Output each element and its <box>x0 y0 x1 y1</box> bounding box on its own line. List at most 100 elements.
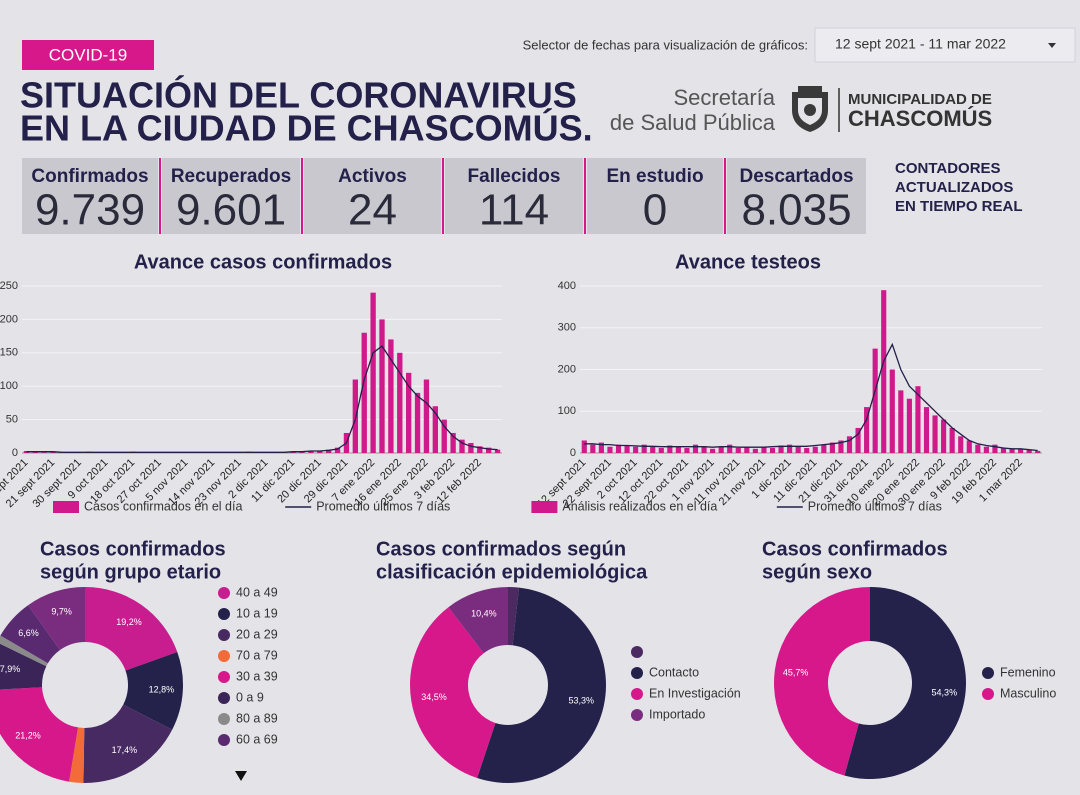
bar <box>838 440 844 453</box>
bar <box>966 440 972 453</box>
counter-divider <box>301 158 303 234</box>
page-title: SITUACIÓN DEL CORONAVIRUS <box>20 74 577 116</box>
secretaria: Secretaría <box>674 85 776 110</box>
y-tick-label: 50 <box>6 414 18 426</box>
counter-label: Confirmados <box>31 166 148 187</box>
legend-swatch <box>531 501 558 513</box>
pie-slice <box>0 635 48 667</box>
legend-swatch <box>218 629 230 641</box>
bar <box>795 446 801 453</box>
legend-label: 70 a 79 <box>236 648 278 662</box>
bar <box>701 446 707 453</box>
legend-swatch <box>218 608 230 620</box>
slice-label: 10,4% <box>471 608 497 618</box>
bar <box>675 446 681 453</box>
dropdown-arrow[interactable] <box>1048 43 1056 48</box>
bar <box>915 386 921 453</box>
counter-box <box>727 158 866 234</box>
slice-label: 7,9% <box>0 664 20 674</box>
pie-slice <box>410 607 496 779</box>
y-tick-label: 0 <box>12 447 18 459</box>
legend-label: Femenino <box>1000 665 1056 679</box>
pie-slice <box>28 587 85 651</box>
counter-label: En estudio <box>606 166 703 187</box>
date-selector-value[interactable]: 12 sept 2021 - 11 mar 2022 <box>835 36 1006 52</box>
bar <box>370 292 376 453</box>
slice-label: 21,2% <box>15 730 41 740</box>
chart-title: Avance casos confirmados <box>134 251 392 273</box>
chart-title: Casos confirmados <box>40 538 226 560</box>
counter-divider <box>724 158 726 234</box>
legend-label: Análisis realizados en el día <box>562 499 717 513</box>
bar <box>1000 447 1007 453</box>
slice-label: 12,8% <box>149 684 175 694</box>
counter-value: 8.035 <box>741 186 851 235</box>
slice-label: 45,7% <box>783 667 809 677</box>
municipalidad: CHASCOMÚS <box>848 106 992 131</box>
pie-slice <box>69 727 85 783</box>
y-tick-label: 100 <box>558 405 576 417</box>
bar <box>468 442 474 453</box>
legend-label: En Investigación <box>649 686 741 700</box>
slice-label: 34,5% <box>421 692 447 702</box>
bar <box>778 445 784 453</box>
bar <box>975 444 981 453</box>
bar <box>958 436 964 453</box>
line <box>584 342 1038 452</box>
legend-label: 10 a 19 <box>236 606 278 620</box>
bar <box>855 427 861 453</box>
legend-page-arrow[interactable] <box>235 771 247 781</box>
page-title: EN LA CIUDAD DE CHASCOMÚS. <box>20 107 593 149</box>
chart-title: según grupo etario <box>40 561 221 583</box>
bar <box>361 332 367 453</box>
legend-swatch <box>631 709 643 721</box>
bar <box>477 446 483 453</box>
bar <box>932 415 938 453</box>
counter-divider <box>584 158 586 234</box>
counter-box <box>22 158 158 234</box>
counter-label: Fallecidos <box>468 166 561 187</box>
bar <box>388 339 394 453</box>
bar <box>1009 448 1015 453</box>
date-selector[interactable] <box>814 27 1076 63</box>
pie-slice <box>85 587 178 671</box>
pie-slice <box>844 587 967 779</box>
bar <box>598 442 604 453</box>
bar <box>898 390 904 453</box>
pie-slice <box>448 587 508 654</box>
counter-divider <box>442 158 444 234</box>
pie-slice <box>83 704 173 783</box>
legend-label: 60 a 69 <box>236 732 278 746</box>
bar <box>992 444 998 453</box>
slice-label: 6,6% <box>18 628 39 638</box>
bar <box>812 446 818 453</box>
counter-value: 114 <box>479 186 549 235</box>
counter-value: 0 <box>643 186 667 235</box>
date-selector-label: Selector de fechas para visualización de… <box>523 37 808 52</box>
pie-slice <box>477 587 606 783</box>
bar <box>658 447 664 453</box>
bar <box>317 450 323 453</box>
bar <box>752 448 758 453</box>
bar <box>1026 449 1032 453</box>
pie-slice <box>0 605 61 664</box>
y-tick-label: 0 <box>570 447 576 459</box>
y-tick-label: 200 <box>0 313 18 325</box>
bar <box>787 444 793 453</box>
badge <box>22 40 154 70</box>
bar <box>459 439 465 453</box>
legend-label: 80 a 89 <box>236 711 278 725</box>
counters-note: CONTADORES <box>895 160 1001 177</box>
pie-slice <box>774 587 870 776</box>
legend-swatch <box>218 650 230 662</box>
bar <box>829 442 835 453</box>
legend-label: Contacto <box>649 665 699 679</box>
bar <box>607 446 613 453</box>
pie-slice <box>0 643 47 690</box>
slice-label: 54,3% <box>932 687 958 697</box>
bar <box>486 447 492 453</box>
bar <box>1018 448 1024 453</box>
bar <box>864 407 870 453</box>
bar <box>906 398 912 453</box>
